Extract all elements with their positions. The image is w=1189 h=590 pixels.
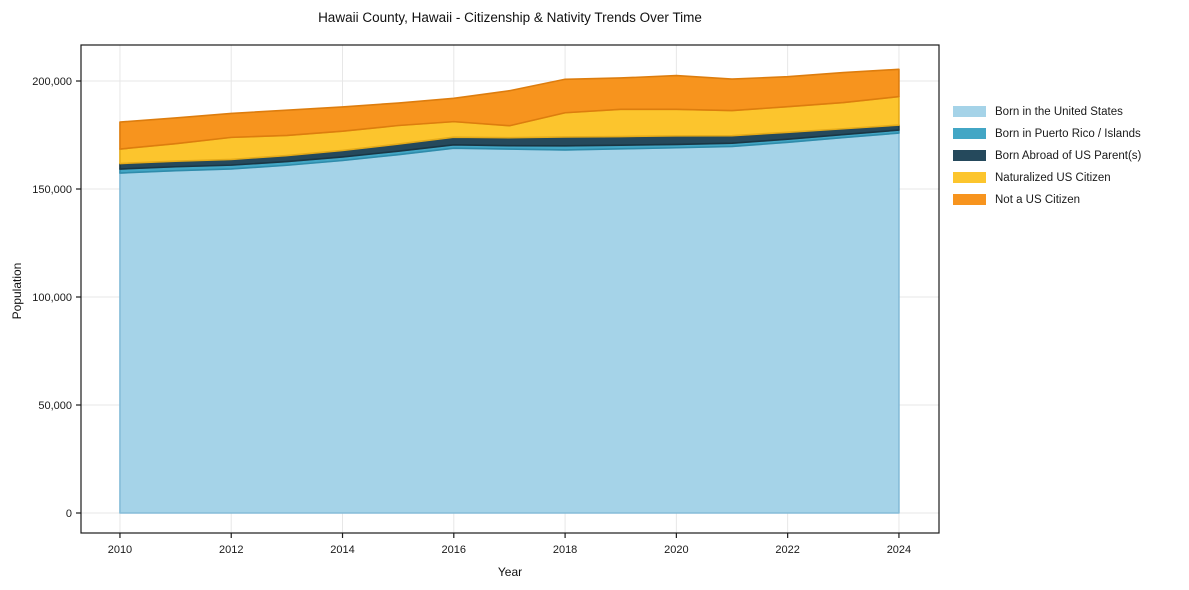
- legend-item-born-us: Born in the United States: [953, 104, 1141, 119]
- legend-swatch-naturalized-icon: [953, 172, 986, 183]
- svg-text:100,000: 100,000: [32, 292, 72, 304]
- svg-text:2016: 2016: [442, 544, 466, 556]
- svg-text:2022: 2022: [775, 544, 799, 556]
- legend-label-born-pr-islands: Born in Puerto Rico / Islands: [995, 127, 1141, 140]
- legend-swatch-born-pr-islands-icon: [953, 128, 986, 139]
- legend-item-not-citizen: Not a US Citizen: [953, 192, 1141, 207]
- svg-text:2014: 2014: [330, 544, 354, 556]
- legend-item-naturalized: Naturalized US Citizen: [953, 170, 1141, 185]
- legend-item-born-abroad: Born Abroad of US Parent(s): [953, 148, 1141, 163]
- legend-label-born-us: Born in the United States: [995, 105, 1123, 118]
- legend-label-born-abroad: Born Abroad of US Parent(s): [995, 149, 1142, 162]
- svg-text:150,000: 150,000: [32, 184, 72, 196]
- svg-text:2018: 2018: [553, 544, 577, 556]
- svg-text:200,000: 200,000: [32, 76, 72, 88]
- legend-swatch-born-abroad-icon: [953, 150, 986, 161]
- svg-text:2024: 2024: [887, 544, 911, 556]
- chart-title: Hawaii County, Hawaii - Citizenship & Na…: [318, 10, 702, 25]
- legend-label-not-citizen: Not a US Citizen: [995, 193, 1081, 206]
- y-axis-label: Population: [10, 262, 24, 320]
- legend: Born in the United States Born in Puerto…: [953, 104, 1141, 207]
- legend-item-born-pr-islands: Born in Puerto Rico / Islands: [953, 126, 1141, 141]
- legend-swatch-not-citizen-icon: [953, 194, 986, 205]
- svg-text:2012: 2012: [219, 544, 243, 556]
- x-axis-label: Year: [497, 565, 523, 579]
- svg-text:2020: 2020: [664, 544, 688, 556]
- legend-swatch-born-us-icon: [953, 106, 986, 117]
- svg-text:0: 0: [66, 508, 72, 520]
- y-axis-label-wrap: Population: [9, 236, 25, 346]
- legend-label-naturalized: Naturalized US Citizen: [995, 171, 1111, 184]
- svg-text:50,000: 50,000: [38, 400, 72, 412]
- svg-text:2010: 2010: [108, 544, 132, 556]
